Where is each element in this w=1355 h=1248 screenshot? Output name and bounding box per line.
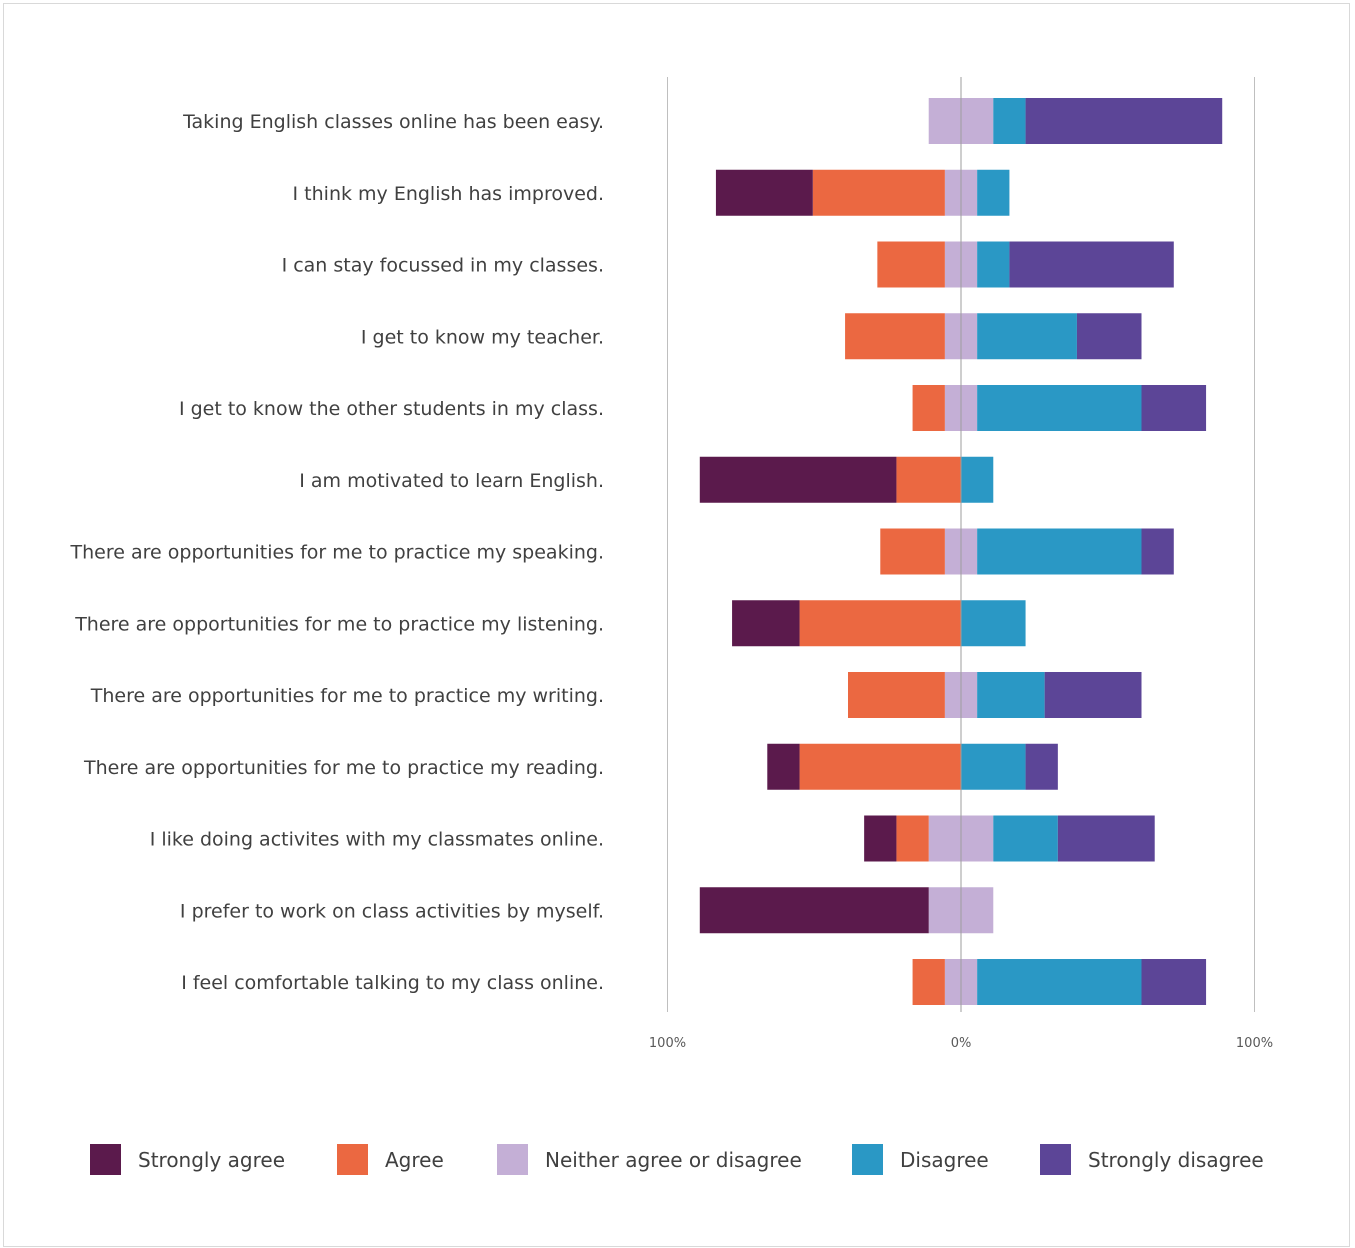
- bar-segment: [1141, 385, 1207, 431]
- bar-segment: [1141, 528, 1174, 575]
- bar-segment: [864, 815, 897, 862]
- bar-segment: [944, 385, 961, 431]
- bar-segment: [961, 672, 978, 718]
- bar-segment: [993, 98, 1026, 144]
- bar-segment: [961, 815, 994, 862]
- bar-segment: [1009, 241, 1174, 288]
- bar-segment: [961, 241, 978, 288]
- legend-item: Neither agree or disagree: [497, 1144, 802, 1175]
- bar-segment: [732, 600, 800, 647]
- bar-segment: [877, 241, 945, 288]
- bar-segment: [928, 887, 961, 934]
- bar-segment: [944, 959, 961, 1005]
- legend-swatch: [337, 1144, 368, 1175]
- bar-segment: [977, 313, 1077, 360]
- category-label: I get to know the other students in my c…: [179, 398, 604, 420]
- bar-segment: [961, 313, 978, 360]
- category-label: I am motivated to learn English.: [299, 470, 604, 492]
- bar-segment: [845, 313, 945, 360]
- bar-segment: [961, 456, 994, 503]
- bar-segment: [944, 313, 961, 360]
- bar-segment: [1141, 959, 1207, 1005]
- bar-segment: [880, 528, 945, 575]
- legend-label: Agree: [385, 1148, 444, 1172]
- legend-label: Strongly disagree: [1088, 1148, 1264, 1172]
- category-label: There are opportunities for me to practi…: [74, 613, 604, 635]
- bar-segment: [977, 528, 1142, 575]
- legend-item: Disagree: [852, 1144, 989, 1175]
- bar-segment: [961, 385, 978, 431]
- x-tick-label: 0%: [951, 1036, 972, 1051]
- bar-segment: [977, 169, 1010, 216]
- bar-segment: [848, 672, 945, 718]
- legend: Strongly agree Agree Neither agree or disa…: [90, 1144, 1264, 1175]
- bar-segment: [944, 241, 961, 288]
- bar-segment: [799, 600, 961, 647]
- category-label: Taking English classes online has been e…: [182, 111, 604, 133]
- legend-label: Disagree: [900, 1148, 989, 1172]
- bar-segment: [912, 959, 945, 1005]
- bar-segment: [944, 672, 961, 718]
- bars: [699, 77, 1223, 1012]
- bar-segment: [977, 385, 1142, 431]
- legend-swatch: [90, 1144, 121, 1175]
- x-axis-ticks: 100% 0% 100%: [649, 1036, 1273, 1051]
- bar-segment: [912, 385, 945, 431]
- bar-segment: [961, 959, 978, 1005]
- category-label: There are opportunities for me to practi…: [90, 685, 604, 707]
- bar-segment: [715, 169, 813, 216]
- bar-segment: [961, 887, 994, 934]
- bar-segment: [944, 528, 961, 575]
- bar-segment: [961, 528, 978, 575]
- legend-label: Neither agree or disagree: [545, 1148, 802, 1172]
- legend-swatch: [497, 1144, 528, 1175]
- legend-item: Strongly agree: [90, 1144, 285, 1175]
- bar-segment: [993, 815, 1058, 862]
- x-tick-label: 100%: [1236, 1036, 1273, 1051]
- bar-segment: [977, 959, 1142, 1005]
- bar-segment: [928, 98, 961, 144]
- category-label: There are opportunities for me to practi…: [83, 757, 604, 779]
- category-label: I think my English has improved.: [293, 183, 604, 205]
- bar-segment: [1044, 672, 1142, 718]
- bar-segment: [1057, 815, 1155, 862]
- bar-segment: [961, 600, 1026, 647]
- category-label: I like doing activites with my classmate…: [150, 829, 604, 851]
- bar-segment: [944, 169, 961, 216]
- bar-segment: [977, 241, 1010, 288]
- legend-label: Strongly agree: [138, 1148, 285, 1172]
- legend-swatch: [852, 1144, 883, 1175]
- bar-segment: [812, 169, 945, 216]
- x-tick-label: 100%: [649, 1036, 686, 1051]
- category-label: I can stay focussed in my classes.: [282, 255, 604, 277]
- bar-segment: [699, 887, 929, 934]
- legend-item: Agree: [337, 1144, 444, 1175]
- category-label: I prefer to work on class activities by …: [180, 900, 604, 922]
- legend-swatch: [1040, 1144, 1071, 1175]
- bar-segment: [699, 456, 897, 503]
- bar-segment: [767, 743, 800, 790]
- bar-segment: [961, 743, 1026, 790]
- category-label: I get to know my teacher.: [361, 326, 604, 348]
- bar-segment: [799, 743, 961, 790]
- bar-segment: [896, 815, 929, 862]
- bar-segment: [1025, 743, 1058, 790]
- category-label: There are opportunities for me to practi…: [70, 542, 604, 564]
- chart-frame: [3, 3, 1350, 1247]
- bar-segment: [1076, 313, 1142, 360]
- bar-segment: [961, 98, 994, 144]
- bar-segment: [1025, 98, 1223, 144]
- category-labels: Taking English classes online has been e…: [70, 111, 604, 994]
- bar-segment: [896, 456, 961, 503]
- bar-segment: [961, 169, 978, 216]
- legend-item: Strongly disagree: [1040, 1144, 1264, 1175]
- category-label: I feel comfortable talking to my class o…: [181, 972, 604, 994]
- bar-segment: [928, 815, 961, 862]
- bar-segment: [977, 672, 1045, 718]
